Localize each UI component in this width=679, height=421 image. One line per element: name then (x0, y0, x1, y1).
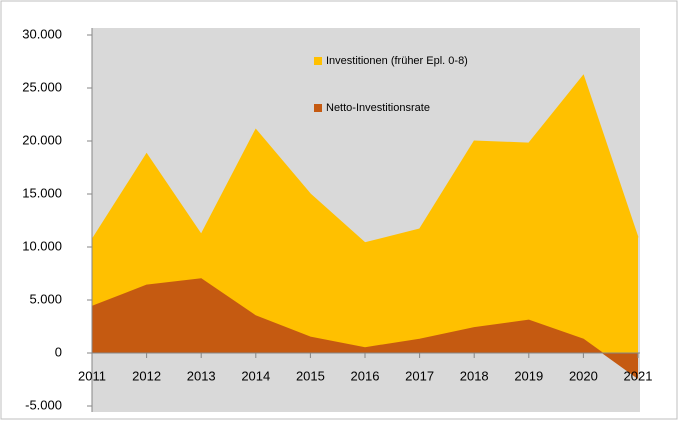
y-tick-label: 25.000 (22, 79, 62, 94)
x-tick-label: 2011 (78, 368, 106, 383)
area-fill (92, 75, 638, 353)
y-tick-label: 0 (55, 344, 62, 359)
y-tick-label: -5.000 (25, 397, 62, 412)
area-edge (91, 74, 639, 244)
legend-swatch (314, 104, 322, 112)
y-tick-label: 5.000 (29, 291, 62, 306)
x-tick-label: 2020 (569, 368, 598, 383)
x-tick-label: 2021 (624, 368, 653, 383)
legend-label: Investitionen (früher Epl. 0-8) (326, 55, 468, 67)
area-edge (91, 278, 639, 379)
x-tick-label: 2016 (351, 368, 380, 383)
y-tick-label: 20.000 (22, 132, 62, 147)
x-tick-label: 2014 (241, 368, 270, 383)
legend-label: Netto-Investitionsrate (326, 102, 430, 114)
legend-swatch (314, 57, 322, 65)
x-tick-label: 2012 (132, 368, 161, 383)
x-tick-label: 2013 (187, 368, 216, 383)
y-tick-label: 15.000 (22, 185, 62, 200)
y-tick-label: 30.000 (22, 26, 62, 41)
x-tick-label: 2019 (514, 368, 543, 383)
x-tick-label: 2018 (460, 368, 489, 383)
area-fill (92, 278, 638, 379)
x-tick-label: 2017 (405, 368, 434, 383)
x-tick-label: 2015 (296, 368, 325, 383)
y-tick-label: 10.000 (22, 238, 62, 253)
